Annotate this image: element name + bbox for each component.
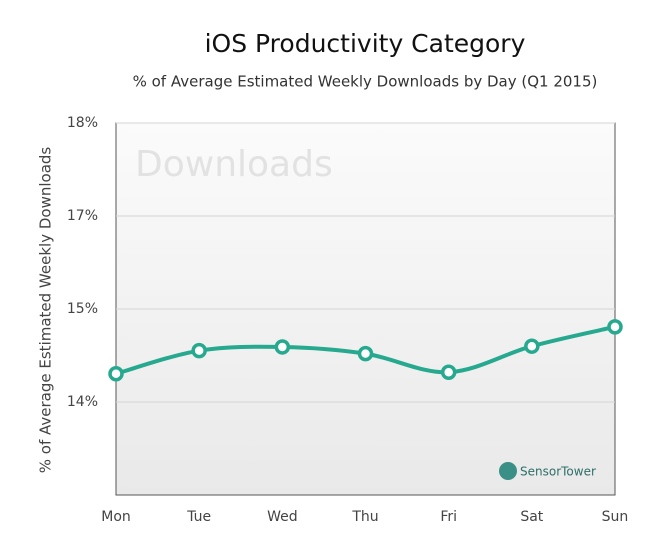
y-tick-label: 18% (67, 115, 98, 131)
logo-icon (499, 462, 517, 480)
point (274, 339, 291, 355)
watermark: Downloads (135, 144, 333, 185)
y-tick-label: 15% (67, 301, 98, 317)
x-tick-label: Sat (520, 509, 543, 525)
y-tick-label: 14% (67, 394, 98, 410)
x-tick-label: Fri (440, 509, 457, 525)
point (108, 365, 124, 382)
point (357, 345, 374, 362)
chart-subtitle: % of Average Estimated Weekly Downloads … (133, 73, 598, 91)
logo: SensorTower (520, 465, 596, 479)
x-tick-label: Wed (267, 509, 298, 525)
point (524, 338, 540, 354)
point (607, 319, 623, 335)
chart-title: iOS Productivity Category (205, 29, 526, 58)
y-tick-label: 17% (67, 208, 98, 224)
x-tick-label: Thu (351, 509, 378, 525)
x-tick-label: Tue (186, 509, 211, 525)
x-tick-label: Mon (101, 509, 131, 525)
point (440, 364, 457, 380)
y-axis-label: % of Average Estimated Weekly Downloads (37, 147, 55, 474)
x-tick-label: Sun (602, 509, 629, 525)
point (191, 342, 207, 359)
